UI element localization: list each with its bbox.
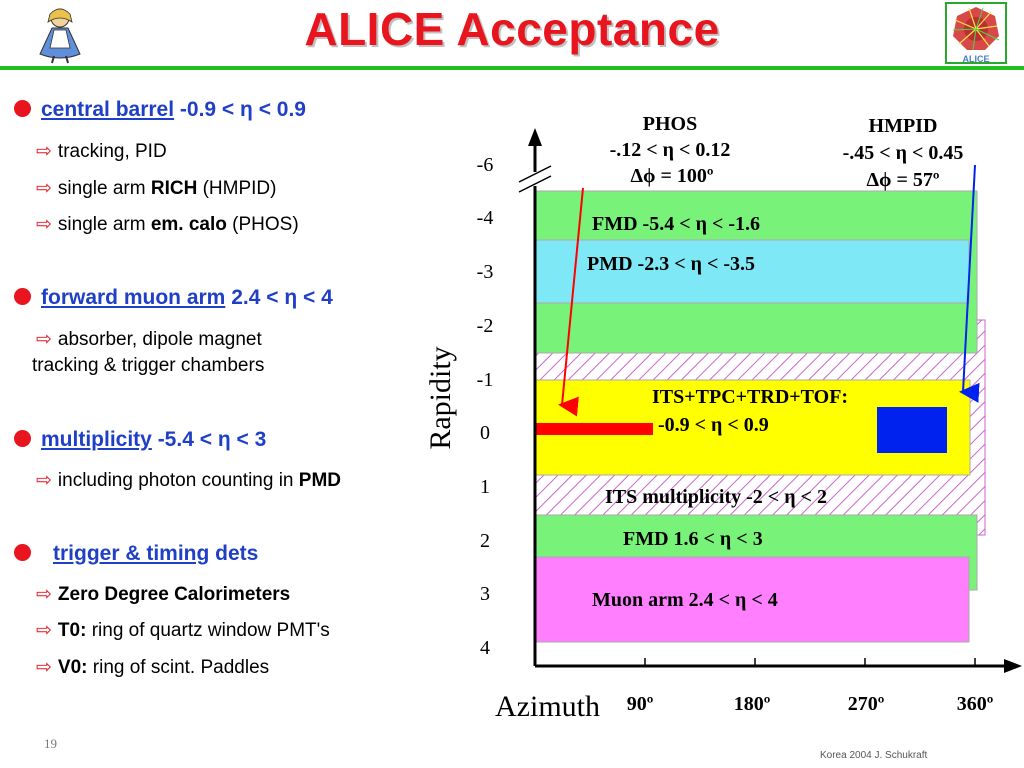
bullet-dot-icon (14, 100, 31, 117)
phos-name: PHOS (643, 113, 697, 135)
arrow-right-icon: ⇨ (36, 214, 52, 235)
arrow-right-icon: ⇨ (36, 329, 52, 350)
sub-item-continuation: tracking & trigger chambers (32, 355, 265, 376)
hmpid-name: HMPID (869, 115, 938, 137)
hmpid-phi: Δϕ = 57º (866, 169, 939, 191)
bullet-central-barrel: central barrel -0.9 < η < 0.9 (14, 98, 306, 122)
bullet-dot-icon (14, 430, 31, 447)
sub-item: ⇨ single arm RICH (HMPID) (36, 178, 277, 199)
bullet-multiplicity: multiplicity -5.4 < η < 3 (14, 428, 266, 452)
arrow-right-icon: ⇨ (36, 470, 52, 491)
y-tick-label: 0 (480, 422, 490, 444)
arrow-right-icon: ⇨ (36, 141, 52, 162)
fmd-forward-label: FMD 1.6 < η < 3 (623, 528, 763, 550)
y-tick-label: -3 (477, 261, 494, 283)
arrow-right-icon: ⇨ (36, 178, 52, 199)
sub-item: ⇨ single arm em. calo (PHOS) (36, 214, 299, 235)
sub-item: ⇨ tracking, PID (36, 141, 167, 162)
axis-break-mark (518, 175, 552, 193)
axis-break-mark (518, 165, 552, 183)
bullet-link[interactable]: central barrel (41, 98, 175, 121)
bullet-rest: dets (209, 542, 259, 565)
y-tick-label: -1 (477, 369, 494, 391)
bullet-rest: 2.4 < η < 4 (225, 286, 333, 309)
page-number: 19 (44, 736, 57, 751)
y-tick-label: 2 (480, 530, 490, 552)
x-axis-label: Azimuth (495, 690, 600, 723)
sub-item: ⇨ V0: ring of scint. Paddles (36, 657, 270, 678)
alice-mascot-logo (30, 4, 90, 64)
bullet-trigger-timing: trigger & timing dets (14, 542, 258, 566)
bullet-link[interactable]: multiplicity (41, 428, 152, 451)
hmpid-pointer-arrow (959, 164, 980, 403)
x-tick-label: 360º (957, 693, 994, 715)
central-barrel-label: ITS+TPC+TRD+TOF: (652, 386, 848, 408)
y-tick-label: -6 (477, 154, 494, 176)
phos-acceptance-bar (535, 423, 653, 435)
x-tick-label: 90º (627, 693, 654, 715)
hmpid-eta: -.45 < η < 0.45 (843, 142, 964, 164)
phos-phi: Δϕ = 100º (630, 165, 713, 187)
axis-break-gap (520, 172, 550, 186)
arrow-right-icon: ⇨ (36, 657, 52, 678)
title-divider (0, 66, 1024, 70)
bullet-dot-icon (14, 544, 31, 561)
phos-pointer-arrow (558, 187, 584, 417)
bullet-link[interactable]: forward muon arm (41, 286, 226, 309)
y-tick-label: 3 (480, 583, 490, 605)
phos-eta: -.12 < η < 0.12 (610, 139, 731, 161)
x-tick-label: 270º (848, 693, 885, 715)
arrow-right-icon: ⇨ (36, 620, 52, 641)
hmpid-acceptance-box (877, 407, 947, 453)
bullet-rest: -0.9 < η < 0.9 (174, 98, 306, 121)
central-barrel-eta-label: -0.9 < η < 0.9 (658, 414, 769, 436)
y-axis-label: Rapidity (424, 346, 457, 449)
bullet-forward-muon-arm: forward muon arm 2.4 < η < 4 (14, 286, 333, 310)
sub-item: ⇨ T0: ring of quartz window PMT's (36, 620, 330, 641)
its-multiplicity-label: ITS multiplicity -2 < η < 2 (605, 486, 827, 508)
sub-item: ⇨ absorber, dipole magnet (36, 329, 262, 350)
x-axis-arrow-icon (1004, 659, 1022, 673)
bullet-rest: -5.4 < η < 3 (151, 428, 267, 451)
y-tick-label: 1 (480, 476, 490, 498)
x-tick-label: 180º (734, 693, 771, 715)
slide-title: ALICE Acceptance (304, 3, 720, 55)
sub-item: ⇨ including photon counting in PMD (36, 470, 342, 491)
fmd-backward-label: FMD -5.4 < η < -1.6 (592, 213, 760, 235)
bullet-link[interactable]: trigger & timing (53, 542, 210, 565)
pmd-label: PMD -2.3 < η < -3.5 (587, 253, 755, 275)
y-tick-label: -2 (477, 315, 494, 337)
sub-item: ⇨ Zero Degree Calorimeters (36, 584, 291, 605)
logo-text: ALICE (962, 54, 990, 64)
bullet-dot-icon (14, 288, 31, 305)
muon-arm-label: Muon arm 2.4 < η < 4 (592, 589, 778, 611)
y-axis-arrow-icon (528, 128, 542, 146)
pmd-band (534, 239, 970, 304)
y-tick-label: 4 (480, 637, 490, 659)
alice-experiment-logo: ALICE (945, 2, 1007, 64)
arrow-right-icon: ⇨ (36, 584, 52, 605)
footer-credit: Korea 2004 J. Schukraft (820, 750, 928, 761)
y-tick-label: -4 (477, 207, 494, 229)
